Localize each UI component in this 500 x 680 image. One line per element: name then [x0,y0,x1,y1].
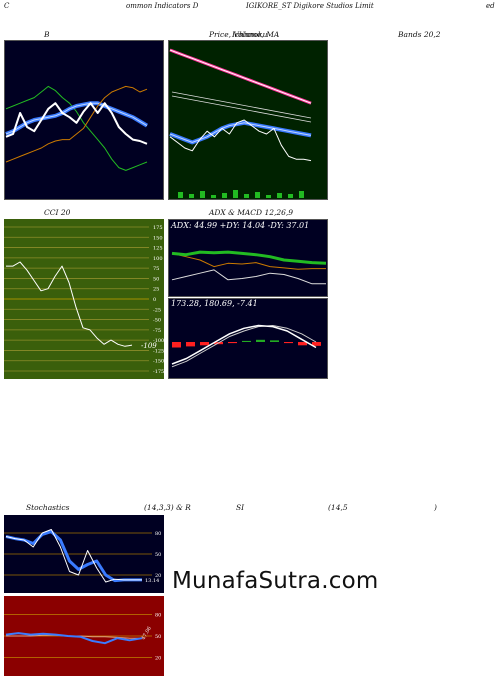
volume-bar [277,193,282,198]
adx-text: ADX: 44.99 +DY: 14.04 -DY: 37.01 [171,221,310,230]
cci-tick-label: -175 [153,369,164,375]
stoch-tick-label: 80 [155,531,161,537]
macd-histogram-bar [186,342,195,347]
volume-bar [288,194,293,198]
price-trend-line-1 [171,91,312,119]
adx-plus-di-line [171,269,326,285]
header-c: C [4,2,10,10]
volume-bar [233,190,238,198]
cci-tick-label: 50 [153,276,159,282]
macd-panel: 173.28, 180.69, -7.41 [168,298,328,379]
price-mid-highlight [169,122,312,143]
price-ma-highlight [169,49,312,104]
rsi-label: SI [236,503,245,512]
macd-frame [168,298,328,379]
bands-label: Bands 20,2 [398,30,441,39]
volume-bar [189,194,194,198]
cci-tick-label: -125 [153,348,164,354]
cci-tick-label: 150 [153,235,163,241]
cci-value-label: -109 [141,342,157,350]
adx-bg [168,219,328,297]
cci-tick-label: -50 [153,318,161,324]
bollinger-frame [4,40,164,200]
stoch-tick-label: 20 [155,573,161,579]
brand-watermark: MunafaSutra.com [172,568,379,594]
stoch-label: Stochastics [26,503,70,512]
adx-panel: ADX: 44.99 +DY: 14.04 -DY: 37.01 [168,219,328,297]
adx-line [171,250,327,265]
volume-bar [299,191,304,198]
macd-histogram-bar [312,342,321,346]
bollinger-label: B [44,30,50,39]
volume-bar [266,195,271,198]
macd-histogram-bar [298,342,307,346]
stoch-panel: 20 50 80 13.14 [4,515,164,593]
rsi-line [5,632,143,645]
cci-tick-label: -75 [153,328,161,334]
bb-upper-line [5,85,148,171]
stoch-d-line [5,530,142,583]
macd-histogram-bar [270,340,279,342]
volume-bar [244,194,249,198]
macd-histogram-bar [200,342,209,346]
stoch-value-label: 13.14 [145,578,159,584]
macd-line [171,324,317,365]
cci-tick-label: 0 [153,297,156,303]
price-overlay-label: Ichimoku [232,30,268,39]
cci-tick-label: 75 [153,266,159,272]
bb-lower-line [5,85,148,163]
volume-bar [255,192,260,198]
bollinger-panel [4,40,164,200]
cci-tick-label: -100 [153,338,164,344]
rsi-tick-label: 20 [155,656,161,662]
header-mid: IGIKORE_ST Digikore Studios Limit [246,2,374,10]
header-left: ommon Indicators D [126,2,199,10]
price-trend-line-2 [171,95,312,123]
cci-tick-label: -150 [153,359,164,365]
macd-histogram-bar [242,340,251,342]
cci-tick-label: 100 [153,256,163,262]
cci-panel: 175 150 125 100 75 50 25 0 -25 -50 -75 -100 -125 -150… [4,219,164,379]
rsi-tick-label: 80 [155,612,161,618]
volume-bar [200,191,205,198]
rsi-tick-label: 50 [155,634,161,640]
price-close-line [169,119,312,162]
rsi-params-label: (14,5 [328,503,348,512]
macd-histogram-bar [284,342,293,344]
macd-bg [168,298,328,379]
volume-bar [222,193,227,198]
macd-histogram-bar [256,339,265,342]
stoch-k-line [5,529,142,583]
price-label: Price, Volume, MA [209,30,280,39]
adx-macd-label: ADX & MACD 12,26,9 [209,208,294,217]
macd-histogram-bar [228,342,237,344]
cci-tick-label: 25 [153,287,159,293]
rsi-panel: 20 50 80 47.06 [4,596,164,676]
price-bg [168,40,328,200]
volume-bar [211,195,216,198]
bb-middle-highlight [5,102,148,135]
stoch-params-label: (14,3,3) & R [144,503,191,512]
price-panel [168,40,328,200]
cci-tick-label: -25 [153,307,161,313]
macd-histogram-bar [172,342,181,348]
rsi-close-label: ) [434,503,437,512]
macd-signal-line [171,325,317,368]
cci-tick-label: 125 [153,246,163,252]
price-frame [168,40,328,200]
adx-minus-di-line [171,252,326,270]
cci-tick-label: 175 [153,225,163,231]
cci-line [6,261,133,347]
adx-frame [168,219,328,297]
header-right: ed [486,2,495,10]
stoch-tick-label: 50 [155,552,161,558]
macd-text: 173.28, 180.69, -7.41 [171,299,258,308]
cci-label: CCI 20 [44,208,71,217]
bb-price-line [5,102,148,145]
volume-bar [178,192,183,198]
